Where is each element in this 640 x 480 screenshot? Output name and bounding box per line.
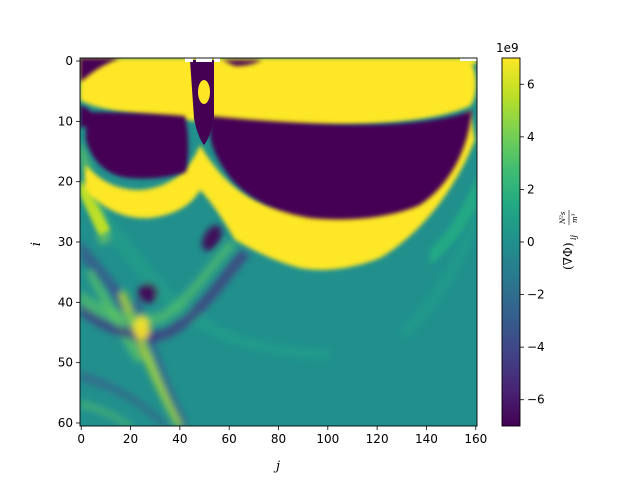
x-tick-label: 100 bbox=[316, 432, 339, 446]
colorbar-offset-text: 1e9 bbox=[496, 41, 519, 55]
x-tick-label: 120 bbox=[366, 432, 389, 446]
colorbar-tick-label: −6 bbox=[527, 393, 545, 407]
y-tick-label: 40 bbox=[58, 295, 73, 309]
colorbar-label: (∇Φ) ij N²s m³ bbox=[559, 210, 579, 270]
vertical-column bbox=[190, 58, 214, 145]
x-tick-label: 140 bbox=[415, 432, 438, 446]
x-axis-label: j bbox=[273, 459, 280, 474]
colorbar-label-sub: ij bbox=[569, 234, 578, 240]
y-tick-label: 50 bbox=[58, 356, 73, 370]
y-tick-label: 30 bbox=[58, 235, 73, 249]
colorbar-tick-label: −4 bbox=[527, 340, 545, 354]
colorbar bbox=[502, 58, 520, 426]
x-tick-label: 20 bbox=[123, 432, 138, 446]
x-axis-ticks: 0 20 40 60 80 100 120 140 160 bbox=[77, 426, 487, 446]
x-tick-label: 80 bbox=[271, 432, 286, 446]
y-tick-label: 0 bbox=[65, 54, 73, 68]
masked-cells bbox=[185, 58, 477, 62]
y-tick-label: 60 bbox=[58, 416, 73, 430]
colorbar-tick-label: 2 bbox=[527, 182, 535, 196]
yellow-band bbox=[80, 110, 477, 270]
x-tick-label: 60 bbox=[222, 432, 237, 446]
x-tick-label: 40 bbox=[172, 432, 187, 446]
y-axis-ticks: 0 10 20 30 40 50 60 bbox=[58, 54, 80, 430]
colorbar-label-denominator: m³ bbox=[571, 213, 579, 223]
colorbar-label-main: (∇Φ) bbox=[561, 242, 575, 270]
colorbar-ticks: −6 −4 −2 0 2 4 6 bbox=[520, 77, 545, 407]
colorbar-label-numerator: N²s bbox=[559, 211, 567, 225]
heatmap bbox=[80, 58, 477, 426]
colorbar-tick-label: 4 bbox=[527, 130, 535, 144]
masked-gap bbox=[196, 58, 212, 62]
x-tick-label: 0 bbox=[77, 432, 85, 446]
y-tick-label: 20 bbox=[58, 175, 73, 189]
x-tick-label: 160 bbox=[464, 432, 487, 446]
top-yellow-region bbox=[80, 58, 477, 126]
y-tick-label: 10 bbox=[58, 114, 73, 128]
colorbar-tick-label: −2 bbox=[527, 288, 545, 302]
colorbar-tick-label: 0 bbox=[527, 235, 535, 249]
colorbar-tick-label: 6 bbox=[527, 77, 535, 91]
purple-regions bbox=[80, 58, 472, 220]
y-axis-label: i bbox=[29, 242, 44, 246]
